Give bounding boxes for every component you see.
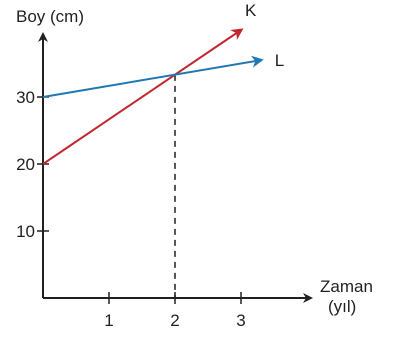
y-axis-title: Boy (cm) xyxy=(16,7,84,26)
series-label-K: K xyxy=(245,1,257,20)
x-axis-title: Zaman xyxy=(320,277,373,296)
x-tick-label: 3 xyxy=(236,311,245,330)
x-tick-label: 1 xyxy=(104,311,113,330)
series-line-L xyxy=(42,55,264,98)
y-tick-label: 20 xyxy=(16,155,35,174)
x-tick-label: 2 xyxy=(170,311,179,330)
x-axis-unit: (yıl) xyxy=(328,297,356,316)
y-tick-label: 30 xyxy=(16,88,35,107)
series-line-K xyxy=(42,28,244,165)
y-tick-label: 10 xyxy=(16,222,35,241)
series-label-L: L xyxy=(275,51,284,70)
